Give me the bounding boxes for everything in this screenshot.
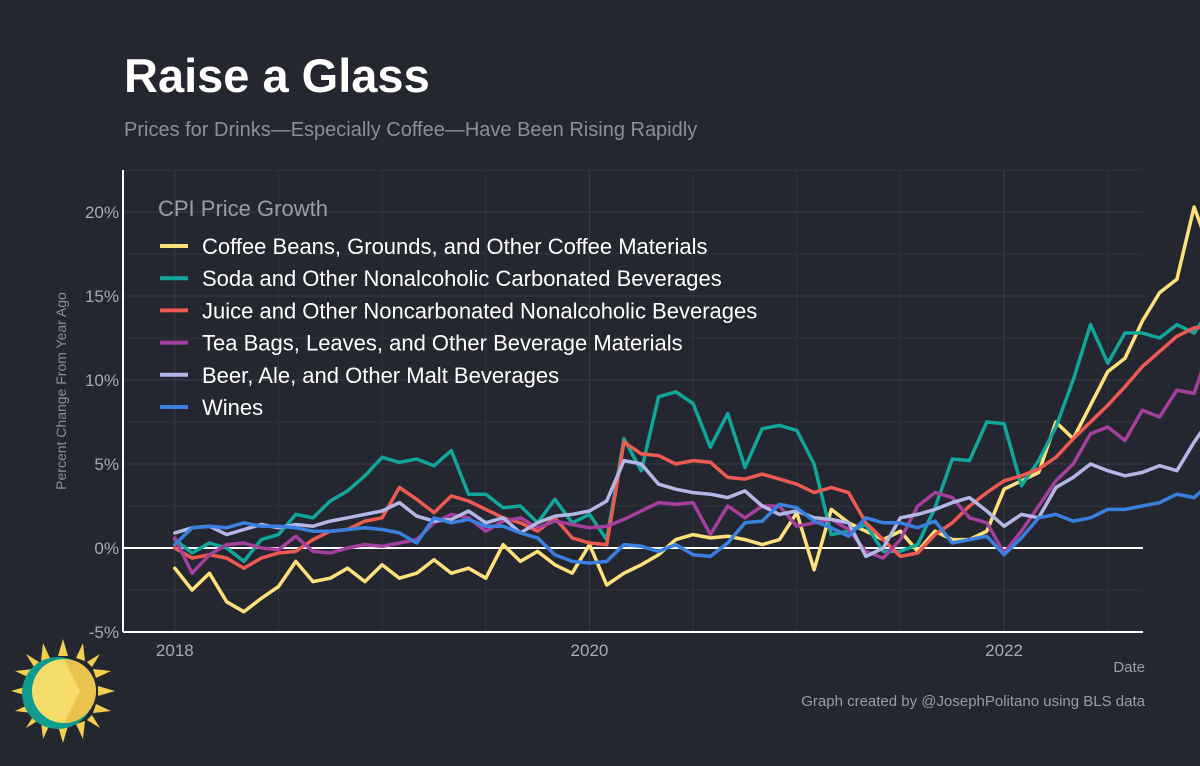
- y-tick-label: 20%: [85, 203, 119, 222]
- y-tick-label: 10%: [85, 371, 119, 390]
- y-axis-title: Percent Change From Year Ago: [53, 292, 69, 490]
- legend-title: CPI Price Growth: [158, 196, 328, 221]
- y-tick-label: 0%: [94, 539, 119, 558]
- y-tick-label: 15%: [85, 287, 119, 306]
- legend-label: Tea Bags, Leaves, and Other Beverage Mat…: [202, 331, 683, 356]
- series-line: [173, 490, 1200, 565]
- legend-label: Soda and Other Nonalcoholic Carbonated B…: [202, 266, 722, 291]
- legend-label: Wines: [202, 395, 263, 420]
- x-axis-title: Date: [1113, 659, 1145, 676]
- series-line: [173, 321, 1200, 564]
- chart-subtitle: Prices for Drinks—Especially Coffee—Have…: [124, 119, 698, 141]
- x-tick-label: 2018: [156, 641, 194, 660]
- x-tick-label: 2022: [985, 641, 1023, 660]
- y-tick-label: -5%: [89, 623, 119, 642]
- series-line: [173, 205, 1200, 614]
- series-line: [173, 325, 1200, 570]
- chart-title: Raise a Glass: [124, 49, 430, 102]
- x-tick-label: 2020: [571, 641, 609, 660]
- series-line: [173, 430, 1200, 559]
- source-caption: Graph created by @JosephPolitano using B…: [801, 693, 1145, 710]
- legend-label: Coffee Beans, Grounds, and Other Coffee …: [202, 234, 707, 259]
- series-line: [173, 370, 1200, 575]
- y-tick-label: 5%: [94, 455, 119, 474]
- sun-logo-icon: [11, 639, 115, 743]
- legend-label: Juice and Other Noncarbonated Nonalcohol…: [202, 298, 757, 323]
- legend-label: Beer, Ale, and Other Malt Beverages: [202, 363, 559, 388]
